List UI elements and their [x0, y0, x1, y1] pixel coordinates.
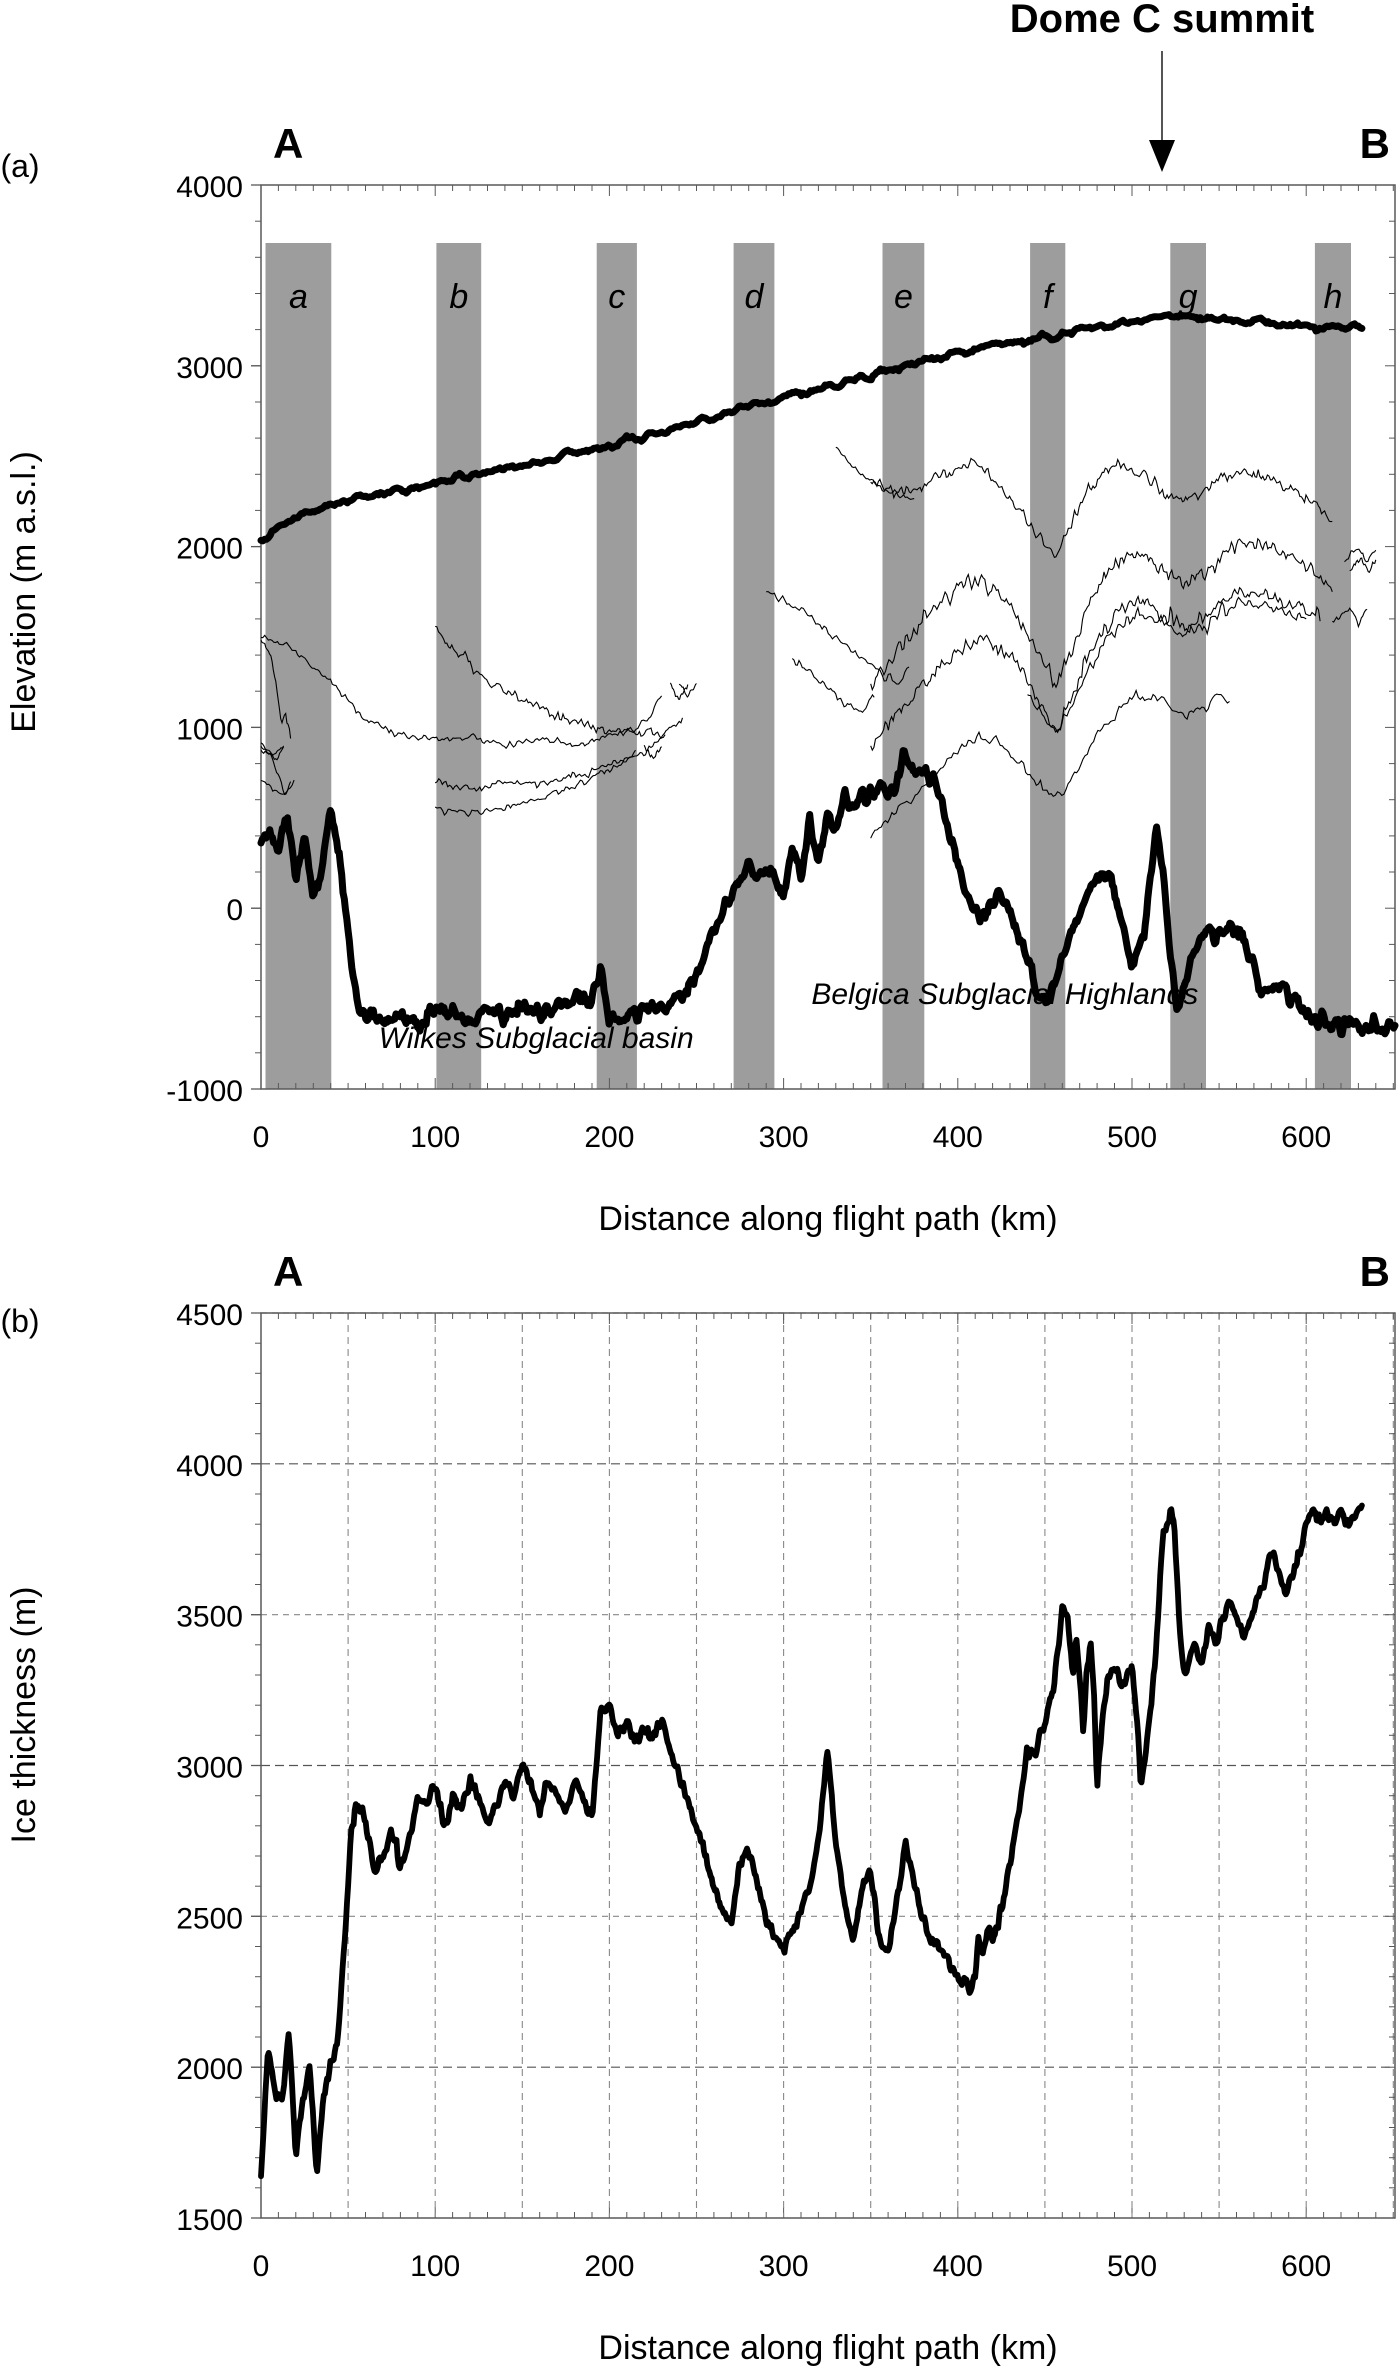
svg-text:200: 200 [584, 2250, 634, 2283]
svg-text:A: A [273, 1248, 303, 1295]
svg-text:(b): (b) [0, 1303, 39, 1339]
svg-text:a: a [289, 278, 308, 316]
svg-text:3000: 3000 [176, 1752, 243, 1785]
svg-text:500: 500 [1107, 2250, 1157, 2283]
svg-text:g: g [1179, 278, 1198, 316]
svg-text:4000: 4000 [176, 171, 243, 204]
svg-text:2500: 2500 [176, 1902, 243, 1935]
svg-text:4500: 4500 [176, 1299, 243, 1332]
svg-text:0: 0 [253, 1121, 270, 1154]
svg-text:600: 600 [1281, 2250, 1331, 2283]
svg-text:400: 400 [933, 2250, 983, 2283]
svg-text:(a): (a) [0, 148, 39, 184]
svg-text:Belgica Subglacial Highlands: Belgica Subglacial Highlands [811, 978, 1198, 1011]
svg-text:0: 0 [226, 894, 243, 927]
svg-text:h: h [1323, 278, 1342, 316]
svg-text:b: b [449, 278, 468, 316]
svg-text:Wilkes Subglacial basin: Wilkes Subglacial basin [379, 1022, 694, 1055]
svg-text:500: 500 [1107, 1121, 1157, 1154]
svg-text:300: 300 [759, 2250, 809, 2283]
svg-text:300: 300 [759, 1121, 809, 1154]
svg-text:c: c [608, 278, 625, 316]
svg-text:3500: 3500 [176, 1601, 243, 1634]
svg-text:e: e [894, 278, 913, 316]
svg-text:B: B [1360, 1248, 1390, 1295]
svg-text:2000: 2000 [176, 533, 243, 566]
svg-text:Distance along flight path (km: Distance along flight path (km) [598, 2329, 1057, 2367]
svg-text:1000: 1000 [176, 713, 243, 746]
svg-text:4000: 4000 [176, 1450, 243, 1483]
svg-text:100: 100 [410, 2250, 460, 2283]
svg-text:d: d [745, 278, 765, 316]
svg-text:B: B [1360, 120, 1390, 167]
svg-text:1500: 1500 [176, 2204, 243, 2237]
svg-text:-1000: -1000 [166, 1075, 243, 1108]
svg-text:Dome C summit: Dome C summit [1010, 0, 1315, 41]
svg-text:0: 0 [253, 2250, 270, 2283]
svg-text:200: 200 [584, 1121, 634, 1154]
svg-text:100: 100 [410, 1121, 460, 1154]
svg-text:3000: 3000 [176, 352, 243, 385]
svg-text:600: 600 [1281, 1121, 1331, 1154]
svg-text:Ice thickness (m): Ice thickness (m) [5, 1587, 43, 1844]
svg-text:2000: 2000 [176, 2053, 243, 2086]
svg-text:A: A [273, 120, 303, 167]
svg-text:400: 400 [933, 1121, 983, 1154]
svg-text:Distance along flight path (km: Distance along flight path (km) [598, 1200, 1057, 1238]
svg-text:Elevation (m a.s.l.): Elevation (m a.s.l.) [5, 451, 43, 733]
